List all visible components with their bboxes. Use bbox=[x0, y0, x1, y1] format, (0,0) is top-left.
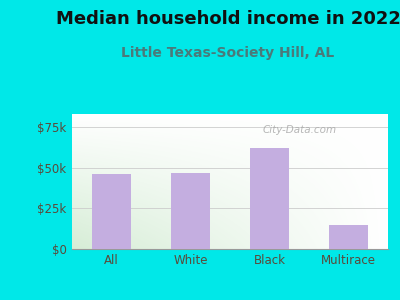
Text: Little Texas-Society Hill, AL: Little Texas-Society Hill, AL bbox=[121, 46, 335, 61]
Bar bbox=[250, 148, 289, 249]
Text: City-Data.com: City-Data.com bbox=[262, 125, 336, 135]
Bar bbox=[92, 174, 131, 249]
Bar bbox=[329, 225, 368, 249]
Text: Median household income in 2022: Median household income in 2022 bbox=[56, 11, 400, 28]
Bar bbox=[171, 173, 210, 249]
